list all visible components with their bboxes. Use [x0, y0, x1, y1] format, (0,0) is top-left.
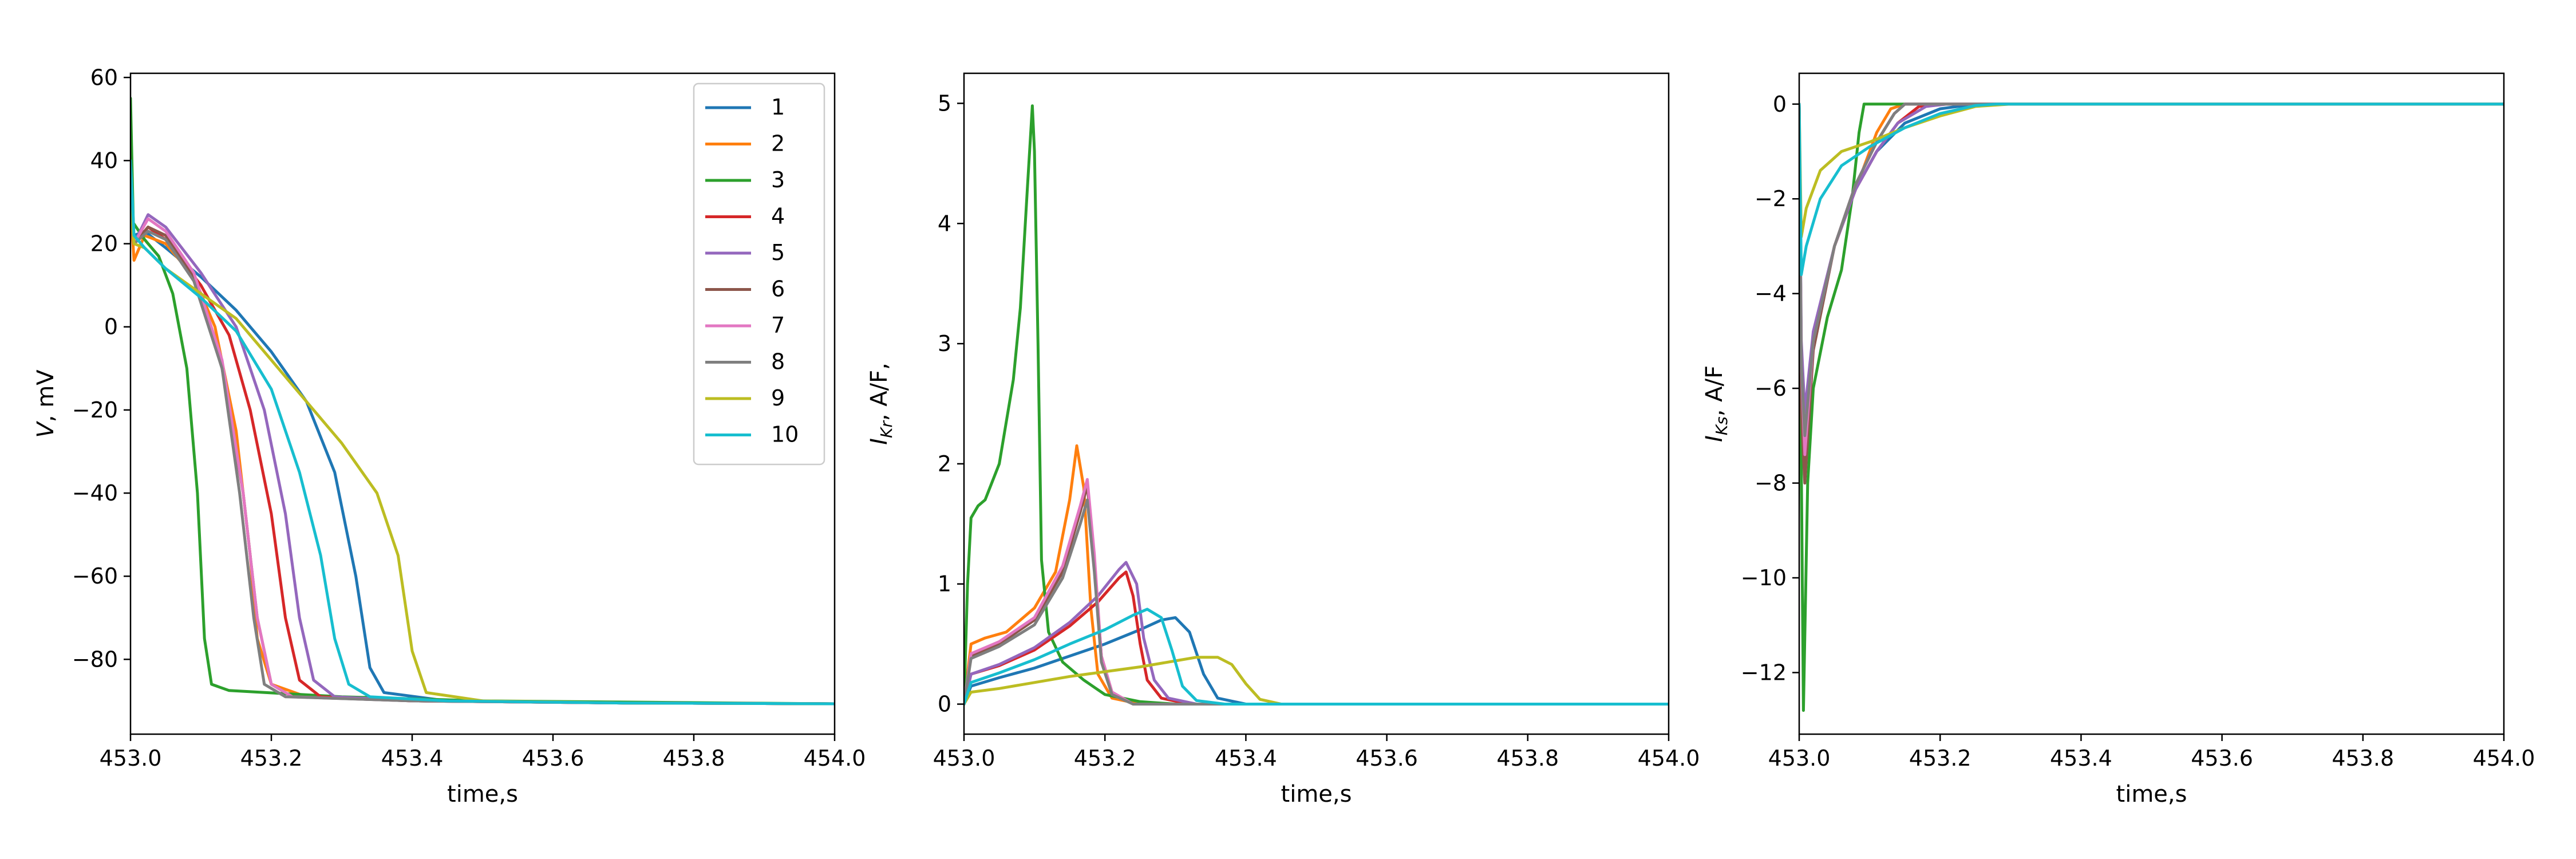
series-line-10: [1799, 103, 2504, 277]
y-tick-label: −60: [72, 564, 118, 589]
iks-current-panel: 453.0 453.2 453.4 453.6 453.8 454.0 0 −2 −4 −6 −8 −…: [1701, 72, 2535, 807]
series-line-1: [1799, 103, 2504, 438]
y-axis-label: IKr, A/F,: [866, 362, 896, 445]
series-line-6: [1799, 103, 2504, 485]
y-axis-label: IKs, A/F: [1701, 365, 1731, 442]
y-tick-label: 4: [938, 211, 951, 236]
y-tick-label: 0: [938, 692, 951, 717]
y-tick-label: 1: [938, 572, 951, 597]
series-line-2: [964, 444, 1669, 706]
legend-label-4: 4: [771, 204, 785, 229]
legend-label-2: 2: [771, 131, 785, 156]
x-tick-label: 453.4: [1215, 746, 1277, 771]
x-tick-label: 453.8: [663, 746, 725, 771]
series-line-2: [1799, 103, 2504, 447]
voltage-panel: 453.0 453.2 453.4 453.6 453.8 454.0 60 40 20 0 −20…: [33, 65, 866, 807]
x-tick-label: 453.6: [522, 746, 584, 771]
series-line-1: [964, 616, 1669, 706]
x-axis-label: time,s: [447, 781, 518, 807]
series-line-3: [1799, 103, 2504, 712]
y-tick-label: 0: [1773, 92, 1787, 117]
y-tick-label: −2: [1755, 186, 1787, 211]
x-tick-label: 453.2: [1074, 746, 1136, 771]
y-tick-label: −12: [1741, 660, 1787, 685]
legend-frame: [693, 82, 825, 466]
series-line-8: [1799, 103, 2504, 438]
y-tick-label: −6: [1755, 376, 1787, 401]
x-tick-label: 453.2: [1909, 746, 1971, 771]
y-tick-label: 20: [90, 231, 118, 257]
y-tick-label: −80: [72, 647, 118, 672]
y-tick-label: −4: [1755, 281, 1787, 306]
series-line-4: [964, 570, 1669, 706]
y-tick-label: −40: [72, 480, 118, 506]
x-tick-label: 453.0: [1768, 746, 1831, 771]
series-line-7: [1799, 103, 2504, 456]
x-tick-label: 453.0: [933, 746, 995, 771]
y-tick-label: 60: [90, 65, 118, 90]
x-tick-label: 453.6: [1356, 746, 1418, 771]
y-tick-label: 0: [104, 314, 118, 340]
y-axis-label: V, mV: [33, 369, 59, 438]
x-axis-label: time,s: [2116, 781, 2187, 807]
axes-frame: [129, 72, 836, 735]
legend: 1 2 3 4 5 6 7 8 9 10: [693, 82, 825, 466]
series-line-3: [964, 104, 1669, 706]
series-line-6: [964, 484, 1669, 706]
x-tick-label: 453.8: [2332, 746, 2394, 771]
series-lines: [131, 97, 835, 706]
series-line-7: [964, 478, 1669, 706]
y-tick-label: −20: [72, 397, 118, 423]
legend-label-9: 9: [771, 385, 785, 411]
series-line-5: [1799, 103, 2504, 413]
series-lines: [964, 104, 1669, 706]
y-tick-label: −10: [1741, 565, 1787, 590]
y-tick-label: 5: [938, 90, 951, 116]
legend-label-3: 3: [771, 167, 785, 192]
x-tick-label: 454.0: [2473, 746, 2535, 771]
y-tick-label: 3: [938, 331, 951, 356]
series-line-10: [131, 159, 835, 706]
series-line-4: [1799, 103, 2504, 475]
legend-label-6: 6: [771, 277, 785, 302]
x-tick-label: 453.2: [240, 746, 303, 771]
x-tick-label: 454.0: [1638, 746, 1700, 771]
ikr-current-panel: 453.0 453.2 453.4 453.6 453.8 454.0 5 4 3 2 1 0 time…: [866, 72, 1700, 807]
x-axis-label: time,s: [1281, 781, 1352, 807]
x-tick-label: 453.6: [2191, 746, 2253, 771]
legend-label-7: 7: [771, 313, 785, 338]
legend-label-1: 1: [771, 94, 785, 120]
y-tick-label: 40: [90, 148, 118, 173]
x-tick-label: 453.0: [100, 746, 162, 771]
y-tick-label: 2: [938, 451, 951, 476]
series-line-8: [131, 200, 835, 706]
x-tick-label: 454.0: [804, 746, 866, 771]
series-line-9: [964, 656, 1669, 706]
y-tick-label: −8: [1755, 471, 1787, 496]
x-tick-label: 453.4: [2050, 746, 2112, 771]
axes-frame: [1798, 72, 2505, 735]
series-line-5: [964, 561, 1669, 706]
legend-label-8: 8: [771, 349, 785, 375]
legend-label-5: 5: [771, 240, 785, 265]
axes-frame: [963, 72, 1670, 735]
series-lines: [1799, 103, 2504, 712]
x-tick-label: 453.4: [381, 746, 444, 771]
series-line-10: [964, 608, 1669, 706]
legend-label-10: 10: [771, 422, 799, 447]
series-line-8: [964, 498, 1669, 706]
x-tick-label: 453.8: [1496, 746, 1559, 771]
